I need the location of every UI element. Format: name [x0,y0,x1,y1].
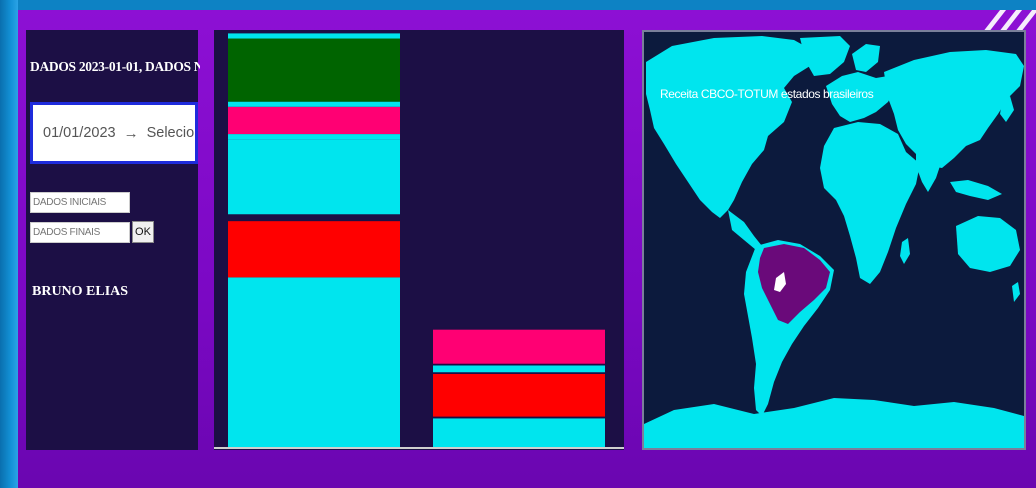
world-map-panel: Receita CBCO-TOTUM estados brasileiros [642,30,1026,450]
world-map [644,32,1024,448]
date-range-start[interactable]: 01/01/2023 [43,125,116,141]
scandinavia-land [852,44,880,72]
bar-2-segment-4 [433,372,605,374]
greenland-land [800,36,850,76]
bar-1-segment-12 [228,38,400,102]
arrow-right-icon: → [123,124,139,142]
bar-2-segment-1 [433,418,605,448]
map-title: Receita CBCO-TOTUM estados brasileiros [660,87,874,101]
initial-data-input[interactable] [30,192,130,213]
antarctica-land [644,398,1024,448]
bar-1-segment-13 [228,33,400,39]
ok-button[interactable]: OK [132,221,154,243]
bar-1-segment-7 [228,134,400,140]
north-america-land [646,36,812,218]
asia-land [884,50,1024,168]
japan-land [1000,96,1014,122]
indonesia-land [950,180,1002,200]
bar-chart-panel [214,30,624,450]
madagascar-land [900,238,910,264]
bar-1-segment-4 [228,214,400,222]
bar-2-segment-6 [433,363,605,366]
date-range-picker[interactable]: 01/01/2023 → Selecione um [30,102,198,164]
bar-2-segment-8 [433,329,605,364]
europe-land [826,72,896,122]
bar-1-segment-5 [228,139,400,215]
sidebar-panel: DADOS 2023-01-01, DADOS Nenhum 01/01/202… [26,30,200,450]
date-range-end[interactable]: Selecione um [146,125,195,141]
brazil-state-marker [774,272,786,292]
dashboard-app: DADOS 2023-01-01, DADOS Nenhum 01/01/202… [18,10,1036,488]
bar-2-segment-5 [433,365,605,373]
bar-2-segment-10 [433,327,605,330]
bar-2-segment-2 [433,416,605,419]
author-name: BRUNO ELIAS [32,284,129,299]
stacked-bar-chart [214,33,624,449]
brazil-region [758,244,830,324]
central-america-land [728,210,762,250]
bar-2-segment-3 [433,373,605,417]
bar-1-segment-9 [228,106,400,135]
africa-land [820,122,920,284]
bar-1-segment-3 [228,221,400,278]
india-land [916,150,942,192]
data-summary-title: DADOS 2023-01-01, DADOS Nenhum [30,59,200,74]
window-left-edge [0,0,18,488]
bar-1-segment-1 [228,277,400,448]
bar-1-segment-11 [228,101,400,107]
new-zealand-land [1012,282,1020,302]
final-data-input[interactable] [30,222,130,243]
australia-land [956,216,1020,272]
